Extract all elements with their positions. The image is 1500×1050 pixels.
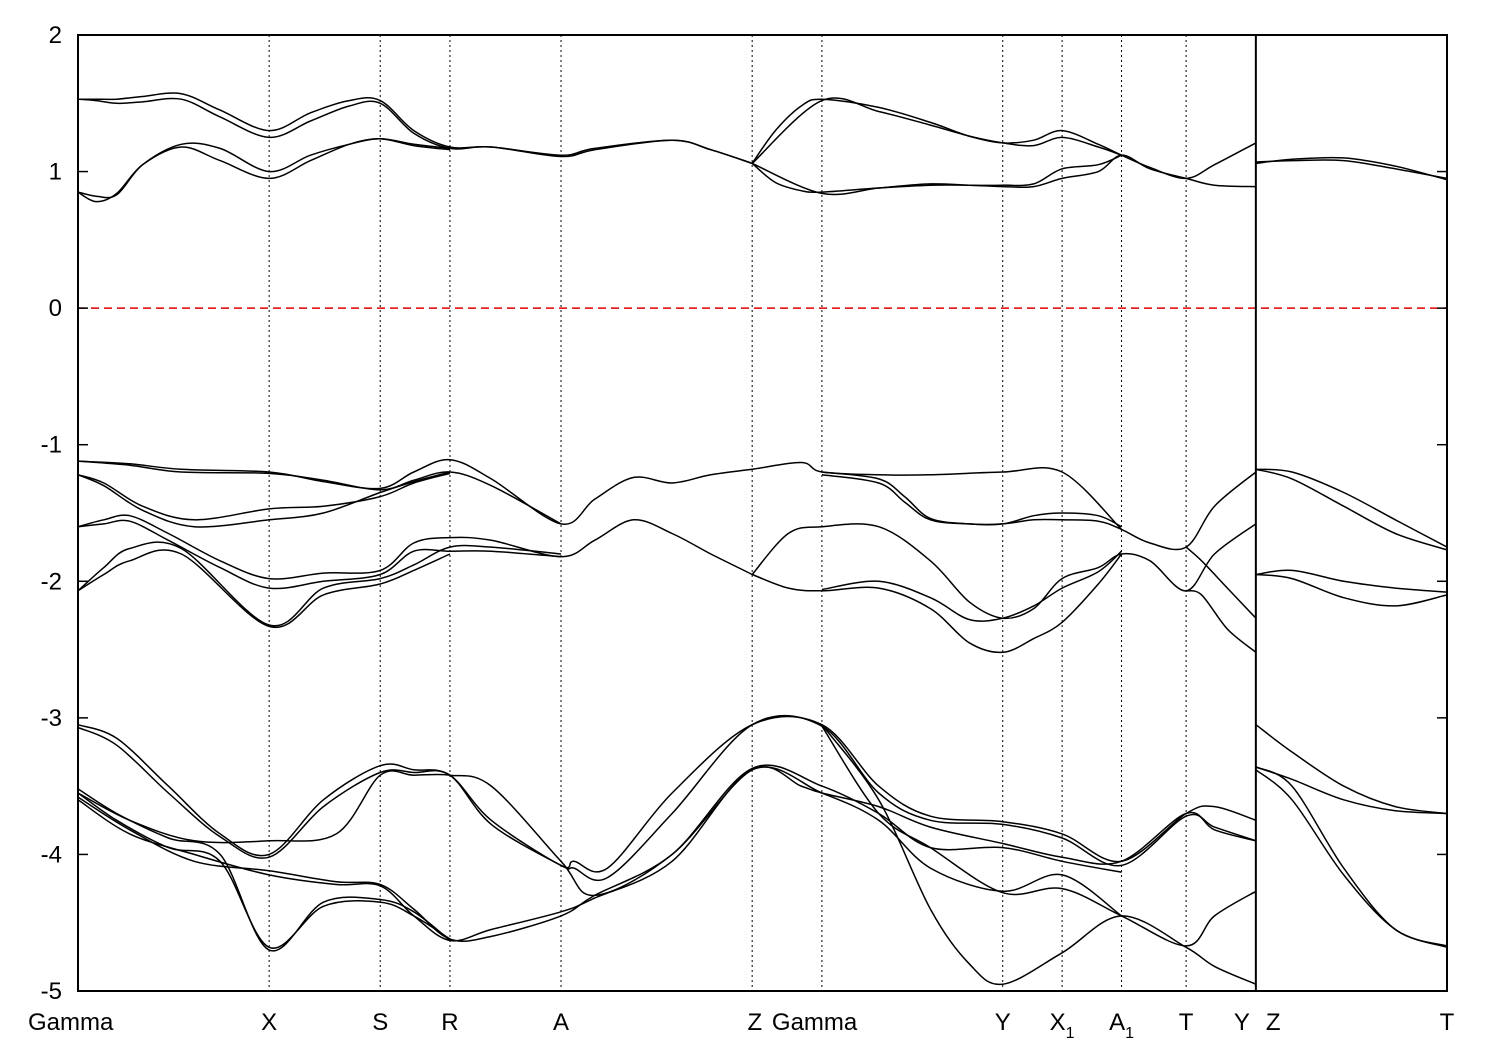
band-line xyxy=(751,154,1256,194)
band-line xyxy=(751,523,1257,620)
band-line xyxy=(77,792,451,949)
band-line xyxy=(821,724,1257,986)
band-line xyxy=(77,788,451,952)
x-tick-label: A1 xyxy=(1109,1009,1134,1042)
y-tick-label: 1 xyxy=(49,159,62,186)
x-tick-label: Z xyxy=(1266,1009,1281,1036)
band-line xyxy=(77,460,562,525)
band-line xyxy=(77,541,562,627)
band-line xyxy=(1255,159,1448,180)
y-axis-ticks: 2 1 0 -1 -2 -3 -4 -5 xyxy=(41,22,1447,1005)
band-line xyxy=(821,550,1123,622)
x-tick-label: A xyxy=(553,1009,569,1036)
y-tick-label: -4 xyxy=(41,841,62,868)
band-line xyxy=(1255,724,1448,815)
band-line xyxy=(751,97,1122,164)
band-line xyxy=(751,553,1123,654)
band-line xyxy=(77,458,1123,530)
band-line xyxy=(1255,468,1448,548)
band-line xyxy=(1255,766,1448,947)
y-tick-label: -3 xyxy=(41,705,62,732)
band-line xyxy=(77,471,451,528)
band-line xyxy=(77,549,451,629)
y-tick-label: 0 xyxy=(49,295,62,322)
y-tick-label: -2 xyxy=(41,568,62,595)
band-line xyxy=(821,725,1257,947)
x-tick-label: T xyxy=(1440,1009,1455,1036)
band-line xyxy=(77,715,1257,873)
band-line xyxy=(78,92,753,165)
y-tick-label: -5 xyxy=(41,978,62,1005)
x-tick-label: T xyxy=(1179,1009,1194,1036)
band-line xyxy=(821,471,1257,551)
x-tick-label: X xyxy=(261,1009,277,1036)
x-tick-label: Y xyxy=(995,1009,1011,1036)
x-tick-label: S xyxy=(372,1009,388,1036)
band-line xyxy=(77,514,753,580)
band-line xyxy=(77,138,451,199)
band-line xyxy=(1185,589,1257,653)
x-tick-label: Z xyxy=(747,1009,762,1036)
band-line xyxy=(77,764,1122,943)
x-tick-label: R xyxy=(441,1009,458,1036)
band-line xyxy=(77,97,753,165)
band-line xyxy=(1255,156,1448,181)
plot-frame xyxy=(77,34,1448,992)
band-line xyxy=(77,766,1122,942)
band-line xyxy=(77,138,451,203)
band-line xyxy=(1255,769,1448,949)
x-tick-label: Gamma xyxy=(28,1009,114,1036)
y-tick-label: -1 xyxy=(41,432,62,459)
band-line xyxy=(1255,468,1448,551)
x-tick-label: X1 xyxy=(1050,1009,1075,1042)
x-tick-label: Y xyxy=(1234,1009,1250,1036)
x-tick-label: Gamma xyxy=(772,1009,858,1036)
band-line xyxy=(1255,569,1448,593)
kpoint-divider-lines xyxy=(268,35,1257,991)
band-series xyxy=(77,92,1448,986)
band-line xyxy=(751,98,1257,180)
band-line xyxy=(77,472,451,521)
band-line xyxy=(77,714,1257,882)
y-tick-label: 2 xyxy=(49,22,62,49)
band-line xyxy=(1185,546,1257,619)
band-line xyxy=(77,519,562,590)
band-line xyxy=(1255,573,1448,607)
band-line xyxy=(751,154,1122,196)
x-axis-kpoint-labels: Gamma X S R A Z Gamma Y X1 A1 T Y T Z xyxy=(28,1009,1455,1042)
band-line xyxy=(77,766,1257,897)
